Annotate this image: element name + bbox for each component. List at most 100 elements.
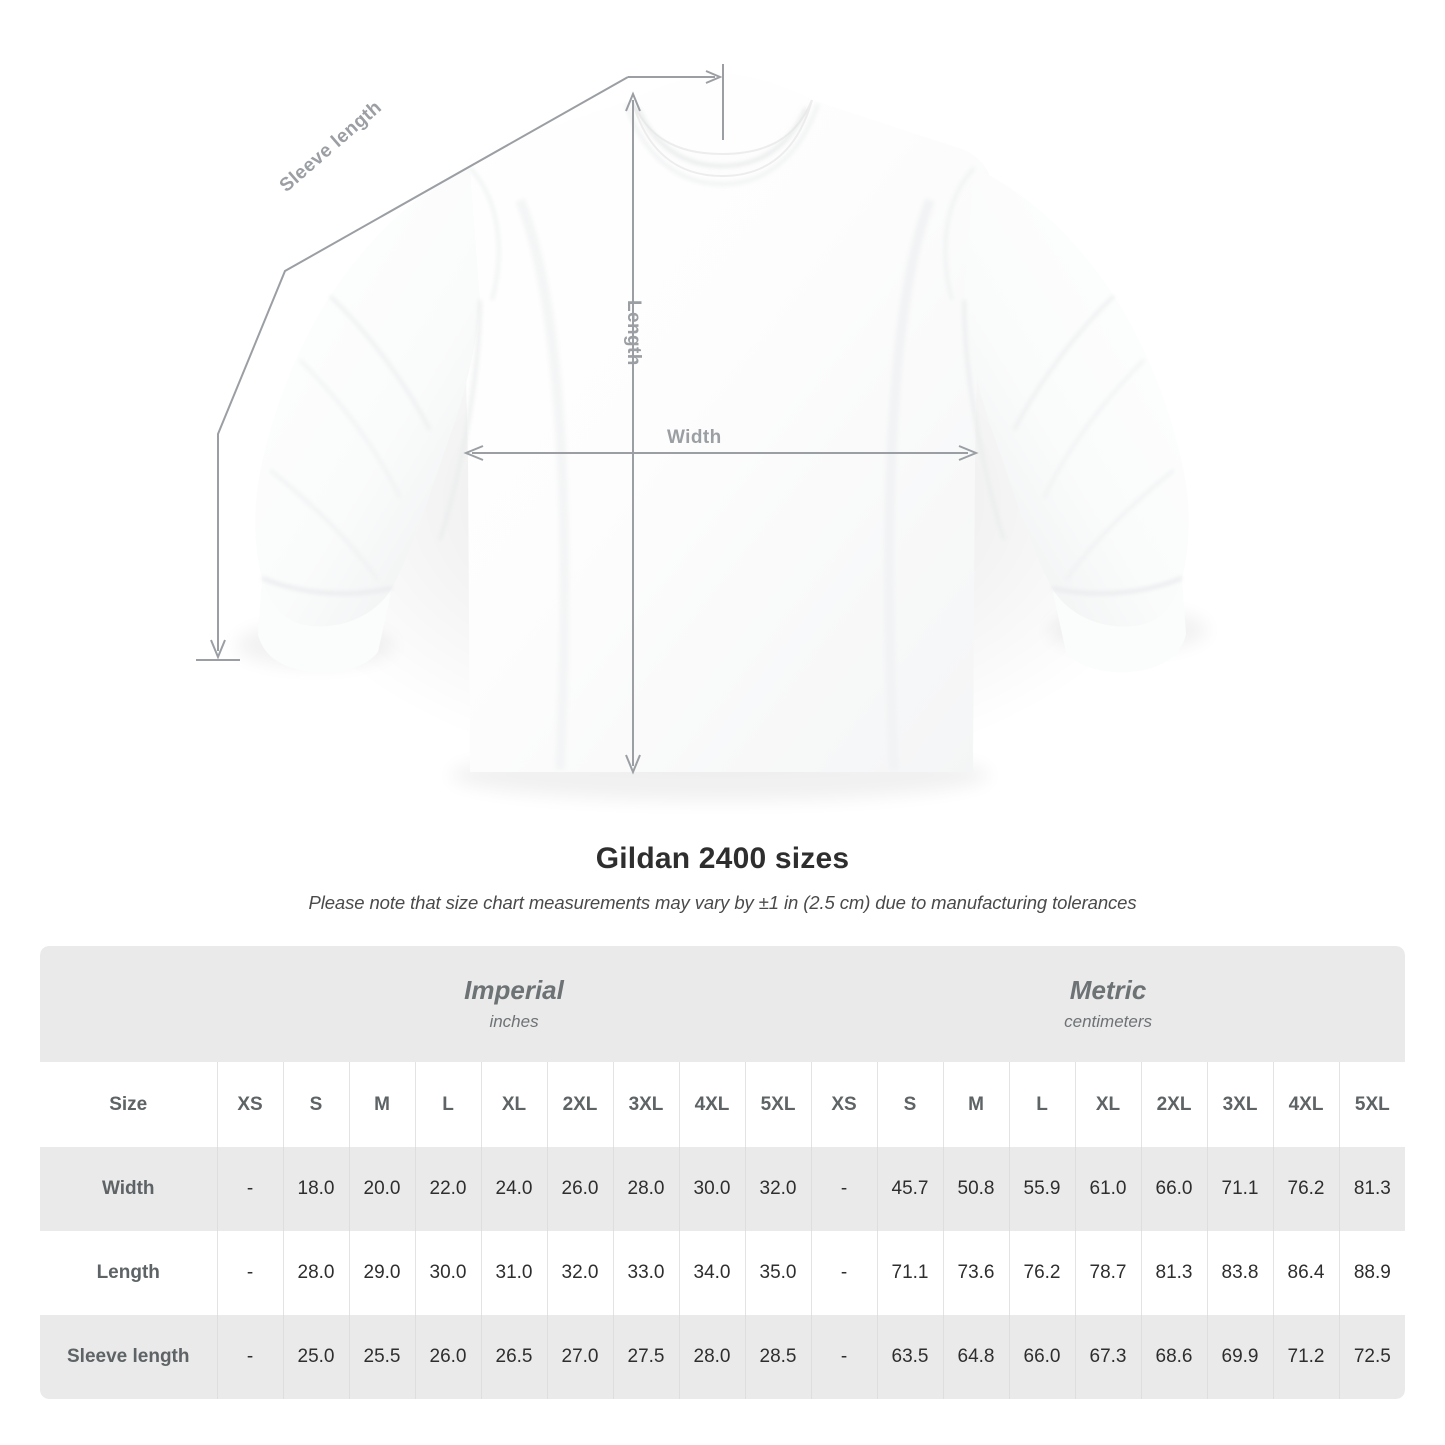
cell-length-metric-3xl: 83.8	[1207, 1231, 1274, 1315]
cell-length-imperial-m: 29.0	[349, 1231, 416, 1315]
metric-unit-sub: centimeters	[1064, 1012, 1153, 1032]
size-header-imperial-l: L	[415, 1062, 482, 1147]
size-header-imperial-2xl: 2XL	[547, 1062, 614, 1147]
cell-width-imperial-3xl: 28.0	[613, 1147, 680, 1231]
unit-header-metric: Metric centimeters	[811, 946, 1406, 1062]
garment-illustration-svg	[196, 64, 1208, 801]
cell-width-metric-xl: 61.0	[1075, 1147, 1142, 1231]
garment-diagram: Sleeve length Length Width	[196, 64, 1208, 801]
garment-body	[255, 74, 1189, 774]
cell-length-metric-2xl: 81.3	[1141, 1231, 1208, 1315]
unit-header-row: Imperial inches Metric centimeters	[40, 946, 1406, 1062]
cell-sleeve-metric-2xl: 68.6	[1141, 1315, 1208, 1399]
cell-length-imperial-4xl: 34.0	[679, 1231, 746, 1315]
metric-unit-name: Metric	[1069, 974, 1147, 1005]
unit-header-spacer	[40, 946, 217, 1062]
cell-length-metric-xl: 78.7	[1075, 1231, 1142, 1315]
row-label-sleeve-length: Sleeve length	[40, 1315, 218, 1399]
width-label: Width	[667, 427, 722, 448]
cell-width-imperial-s: 18.0	[283, 1147, 350, 1231]
size-header-imperial-xl: XL	[481, 1062, 548, 1147]
cell-sleeve-metric-xs: -	[811, 1315, 878, 1399]
imperial-unit-sub: inches	[489, 1012, 539, 1032]
cell-length-metric-4xl: 86.4	[1273, 1231, 1340, 1315]
cell-width-imperial-xs: -	[217, 1147, 284, 1231]
cell-length-imperial-l: 30.0	[415, 1231, 482, 1315]
cell-sleeve-metric-m: 64.8	[943, 1315, 1010, 1399]
cell-sleeve-metric-s: 63.5	[877, 1315, 944, 1399]
cell-length-imperial-2xl: 32.0	[547, 1231, 614, 1315]
cell-width-imperial-4xl: 30.0	[679, 1147, 746, 1231]
cell-width-metric-3xl: 71.1	[1207, 1147, 1274, 1231]
sleeve-length-dimension	[196, 64, 724, 661]
size-header-metric-xs: XS	[811, 1062, 878, 1147]
length-dimension	[625, 91, 641, 775]
cell-width-metric-xs: -	[811, 1147, 878, 1231]
cell-width-imperial-xl: 24.0	[481, 1147, 548, 1231]
cell-length-imperial-3xl: 33.0	[613, 1231, 680, 1315]
cell-length-imperial-5xl: 35.0	[745, 1231, 812, 1315]
width-dimension	[463, 445, 979, 461]
cell-width-imperial-5xl: 32.0	[745, 1147, 812, 1231]
row-label-width: Width	[40, 1147, 218, 1231]
cell-sleeve-imperial-xs: -	[217, 1315, 284, 1399]
cell-length-metric-5xl: 88.9	[1339, 1231, 1406, 1315]
cell-sleeve-metric-xl: 67.3	[1075, 1315, 1142, 1399]
cell-width-metric-2xl: 66.0	[1141, 1147, 1208, 1231]
cell-sleeve-metric-5xl: 72.5	[1339, 1315, 1406, 1399]
cell-length-metric-s: 71.1	[877, 1231, 944, 1315]
size-chart-table: Imperial inches Metric centimeters Size …	[40, 946, 1406, 1399]
size-header-imperial-4xl: 4XL	[679, 1062, 746, 1147]
length-label: Length	[623, 300, 644, 366]
size-header-imperial-m: M	[349, 1062, 416, 1147]
size-header-imperial-xs: XS	[217, 1062, 284, 1147]
size-header-metric-xl: XL	[1075, 1062, 1142, 1147]
cell-sleeve-imperial-5xl: 28.5	[745, 1315, 812, 1399]
cell-length-imperial-s: 28.0	[283, 1231, 350, 1315]
size-header-metric-5xl: 5XL	[1339, 1062, 1406, 1147]
cell-length-metric-l: 76.2	[1009, 1231, 1076, 1315]
cell-width-metric-4xl: 76.2	[1273, 1147, 1340, 1231]
cell-width-metric-l: 55.9	[1009, 1147, 1076, 1231]
cell-sleeve-imperial-s: 25.0	[283, 1315, 350, 1399]
size-chart-table-wrap: Imperial inches Metric centimeters Size …	[40, 946, 1406, 1399]
cell-sleeve-imperial-m: 25.5	[349, 1315, 416, 1399]
size-header-imperial-s: S	[283, 1062, 350, 1147]
size-header-metric-2xl: 2XL	[1141, 1062, 1208, 1147]
cell-width-imperial-m: 20.0	[349, 1147, 416, 1231]
table-row: Length - 28.0 29.0 30.0 31.0 32.0 33.0 3…	[40, 1231, 1406, 1315]
size-column-header: Size	[40, 1062, 218, 1147]
cell-width-metric-s: 45.7	[877, 1147, 944, 1231]
size-header-imperial-5xl: 5XL	[745, 1062, 812, 1147]
cell-sleeve-imperial-l: 26.0	[415, 1315, 482, 1399]
page-title: Gildan 2400 sizes	[595, 842, 850, 875]
cell-sleeve-imperial-3xl: 27.5	[613, 1315, 680, 1399]
size-header-metric-m: M	[943, 1062, 1010, 1147]
cell-sleeve-imperial-4xl: 28.0	[679, 1315, 746, 1399]
size-header-metric-3xl: 3XL	[1207, 1062, 1274, 1147]
title-block: Gildan 2400 sizes Please note that size …	[0, 842, 1445, 914]
cell-length-imperial-xl: 31.0	[481, 1231, 548, 1315]
cell-length-metric-m: 73.6	[943, 1231, 1010, 1315]
size-header-metric-l: L	[1009, 1062, 1076, 1147]
cell-sleeve-metric-3xl: 69.9	[1207, 1315, 1274, 1399]
cell-width-metric-m: 50.8	[943, 1147, 1010, 1231]
cell-sleeve-imperial-xl: 26.5	[481, 1315, 548, 1399]
size-header-metric-4xl: 4XL	[1273, 1062, 1340, 1147]
cell-sleeve-imperial-2xl: 27.0	[547, 1315, 614, 1399]
size-header-metric-s: S	[877, 1062, 944, 1147]
unit-header-imperial: Imperial inches	[217, 946, 812, 1062]
cell-width-metric-5xl: 81.3	[1339, 1147, 1406, 1231]
cell-width-imperial-2xl: 26.0	[547, 1147, 614, 1231]
table-row: Width - 18.0 20.0 22.0 24.0 26.0 28.0 30…	[40, 1147, 1406, 1231]
tolerance-note: Please note that size chart measurements…	[308, 892, 1137, 913]
cell-width-imperial-l: 22.0	[415, 1147, 482, 1231]
cell-length-metric-xs: -	[811, 1231, 878, 1315]
table-row: Sleeve length - 25.0 25.5 26.0 26.5 27.0…	[40, 1315, 1406, 1399]
size-header-row: Size XS S M L XL 2XL 3XL 4XL 5XL XS S M …	[40, 1062, 1406, 1147]
cell-sleeve-metric-l: 66.0	[1009, 1315, 1076, 1399]
cell-length-imperial-xs: -	[217, 1231, 284, 1315]
size-header-imperial-3xl: 3XL	[613, 1062, 680, 1147]
imperial-unit-name: Imperial	[464, 974, 564, 1005]
measurement-lines	[196, 64, 979, 775]
